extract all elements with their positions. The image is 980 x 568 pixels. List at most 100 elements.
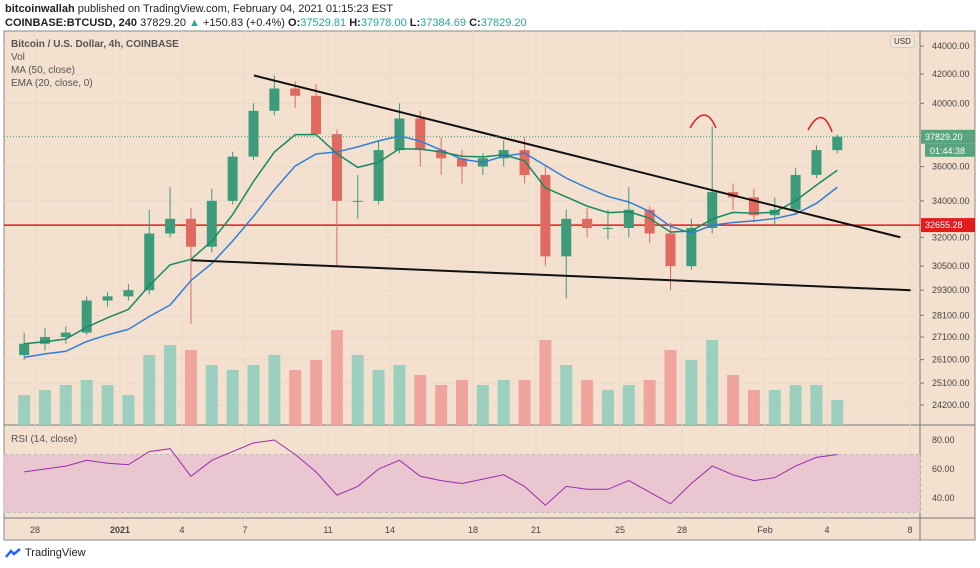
time-tick-label: 28 <box>30 525 40 535</box>
volume-bar <box>18 395 31 425</box>
last-price-label: 37829.20 <box>925 132 963 142</box>
volume-bar <box>143 355 156 425</box>
ma-line <box>24 135 838 359</box>
brand: TradingView <box>25 547 86 559</box>
candle-body <box>19 343 30 356</box>
legend-ema[interactable]: EMA (20, close, 0) <box>11 78 93 89</box>
volume-bar <box>601 390 614 425</box>
legend-title: Bitcoin / U.S. Dollar, 4h, COINBASE <box>11 39 179 50</box>
candle-body <box>832 136 843 151</box>
candle-body <box>561 218 572 257</box>
ema-line <box>24 133 838 345</box>
volume-bar <box>643 380 656 425</box>
volume-bar <box>39 390 51 425</box>
price-tick-label: 32000.00 <box>932 232 970 242</box>
price-tick-label: 25100.00 <box>932 378 970 388</box>
price-tick-label: 30500.00 <box>932 261 970 271</box>
publish-date: published on TradingView.com, February 0… <box>77 3 394 15</box>
volume-bar <box>664 350 677 425</box>
hline-label: 32655.28 <box>925 220 963 230</box>
volume-bar <box>831 400 844 425</box>
candle-body <box>623 209 634 228</box>
time-tick-label: 7 <box>242 525 247 535</box>
last-price: 37829.20 <box>140 17 186 29</box>
candle-body <box>436 150 447 159</box>
candle-body <box>540 174 551 257</box>
candle-body <box>185 218 196 247</box>
volume-bar <box>351 355 364 425</box>
candle-body <box>644 209 655 234</box>
candle-body <box>457 158 467 167</box>
legend-rsi: RSI (14, close) <box>11 434 78 445</box>
volume-bar <box>768 390 781 425</box>
author[interactable]: bitcoinwallah <box>5 3 75 15</box>
volume-bar <box>80 380 93 425</box>
time-tick-label: 18 <box>468 525 478 535</box>
candle-body <box>519 150 530 175</box>
candle-body <box>686 227 697 267</box>
candle-body <box>582 218 593 228</box>
candle-body <box>123 290 134 297</box>
low-label: L: <box>409 17 421 29</box>
countdown-label: 01:44:38 <box>930 146 965 156</box>
upper-trendline <box>253 74 901 239</box>
volume-bar <box>476 385 489 425</box>
currency-button[interactable]: USD <box>890 35 915 48</box>
legend-ma[interactable]: MA (50, close) <box>11 65 75 76</box>
volume-bar <box>289 370 302 425</box>
rsi-legend[interactable]: RSI (14, close) <box>11 433 77 446</box>
time-tick-label: 2021 <box>110 525 130 535</box>
volume-bar <box>205 365 218 425</box>
candle-body <box>790 174 801 210</box>
volume-bar <box>456 380 468 425</box>
price-tick-label: 26100.00 <box>932 355 970 365</box>
last-price-badge <box>921 129 975 144</box>
volume-bar <box>706 340 719 425</box>
volume-bar <box>268 355 281 425</box>
candle-body <box>748 197 759 216</box>
time-tick-label: 4 <box>824 525 829 535</box>
price-tick-label: 27100.00 <box>932 332 970 342</box>
volume-bar <box>122 395 135 425</box>
tradingview-logo-icon <box>5 548 21 558</box>
price-tick-label: 44000.00 <box>932 41 970 51</box>
legend-vol[interactable]: Vol <box>11 52 25 63</box>
rsi-tick-label: 60.00 <box>932 464 955 474</box>
high-value: 37978.00 <box>360 17 407 29</box>
volume-bar <box>685 360 698 425</box>
time-tick-label: 25 <box>615 525 625 535</box>
price-tick-label: 42000.00 <box>932 69 970 79</box>
change: +150.83 (+0.4%) <box>203 17 285 29</box>
volume-bar <box>330 330 343 425</box>
price-tick-label: 28100.00 <box>932 310 970 320</box>
candle-body <box>60 332 71 338</box>
symbol: COINBASE:BTCUSD, 240 <box>5 17 138 29</box>
publish-info: bitcoinwallah published on TradingView.c… <box>5 3 393 15</box>
volume-bar <box>414 375 427 425</box>
volume-bar <box>539 340 552 425</box>
candle-body <box>269 88 280 111</box>
time-tick-label: 14 <box>385 525 395 535</box>
candle-body <box>331 134 342 201</box>
close-value: 37829.20 <box>480 17 527 29</box>
price-tick-label: 24200.00 <box>932 400 970 410</box>
candle-body <box>248 110 259 157</box>
candle-body <box>707 192 718 228</box>
volume-bar <box>372 370 385 425</box>
volume-bar <box>560 365 573 425</box>
candle-body <box>102 296 113 301</box>
up-arrow-icon: ▲ <box>189 17 200 29</box>
volume-bar <box>310 360 323 425</box>
candle-body <box>206 200 217 247</box>
hline-badge <box>921 218 975 233</box>
volume-bar <box>101 385 114 425</box>
open-label: O: <box>288 17 301 29</box>
rsi-tick-label: 80.00 <box>932 435 955 445</box>
candle-body <box>415 118 426 151</box>
volume-bar <box>747 390 760 425</box>
volume-bar <box>727 375 740 425</box>
volume-bar <box>184 350 197 425</box>
tradingview-logo[interactable]: TradingView <box>5 547 86 559</box>
ohlc-bar: COINBASE:BTCUSD, 240 37829.20 ▲ +150.83 … <box>5 17 527 29</box>
